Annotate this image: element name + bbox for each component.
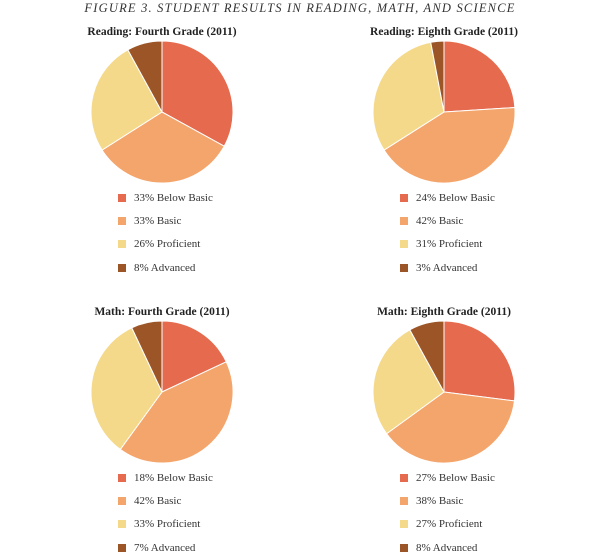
legend-label: 33% Below Basic — [134, 191, 213, 204]
legend-swatch — [400, 216, 408, 225]
pie-slice-below-basic — [443, 40, 516, 113]
legend: 33% Below Basic 33% Basic 26% Proficient… — [118, 186, 213, 279]
legend-item-basic: 42% Basic — [400, 209, 495, 232]
legend-swatch — [118, 193, 126, 202]
legend-label: 3% Advanced — [416, 261, 478, 274]
legend-item-basic: 42% Basic — [118, 489, 213, 512]
pie-slice-below-basic — [161, 40, 234, 147]
legend-swatch — [400, 520, 408, 529]
legend-item-basic: 38% Basic — [400, 489, 495, 512]
legend-label: 27% Proficient — [416, 518, 483, 531]
legend: 27% Below Basic 38% Basic 27% Proficient… — [400, 466, 495, 559]
legend-label: 24% Below Basic — [416, 191, 495, 204]
pie-slice-proficient — [372, 41, 445, 151]
legend-swatch — [118, 473, 126, 482]
legend-item-proficient: 31% Proficient — [400, 233, 495, 256]
legend-swatch — [118, 216, 126, 225]
pie-slice-proficient — [90, 49, 163, 151]
pie-slice-advanced — [127, 40, 163, 113]
legend-label: 26% Proficient — [134, 238, 201, 251]
pie-slice-proficient — [372, 329, 445, 435]
legend-label: 31% Proficient — [416, 238, 483, 251]
pie-slice-below-basic — [443, 320, 516, 402]
legend-label: 33% Proficient — [134, 518, 201, 531]
pie-slice-advanced — [131, 320, 163, 393]
pie-slice-advanced — [430, 40, 445, 113]
legend-item-advanced: 8% Advanced — [400, 536, 495, 559]
pie-slice-basic — [385, 391, 515, 464]
legend-item-proficient: 27% Proficient — [400, 513, 495, 536]
pie-chart — [90, 320, 234, 464]
pie-slice-advanced — [409, 320, 445, 393]
pie-slice-below-basic — [161, 320, 227, 393]
legend-swatch — [400, 473, 408, 482]
legend-item-below-basic: 18% Below Basic — [118, 466, 213, 489]
legend-item-below-basic: 33% Below Basic — [118, 186, 213, 209]
legend-item-advanced: 3% Advanced — [400, 256, 495, 279]
legend-label: 8% Advanced — [134, 261, 196, 274]
legend-label: 18% Below Basic — [134, 471, 213, 484]
legend-label: 38% Basic — [416, 494, 464, 507]
legend-swatch — [400, 263, 408, 272]
chart-title: Reading: Fourth Grade (2011) — [87, 26, 237, 38]
legend: 18% Below Basic 42% Basic 33% Proficient… — [118, 466, 213, 559]
legend-label: 27% Below Basic — [416, 471, 495, 484]
legend-item-proficient: 33% Proficient — [118, 513, 213, 536]
chart-title: Math: Eighth Grade (2011) — [377, 306, 511, 318]
legend-item-advanced: 8% Advanced — [118, 256, 213, 279]
legend-item-advanced: 7% Advanced — [118, 536, 213, 559]
legend-swatch — [118, 263, 126, 272]
pie-slice-basic — [119, 361, 234, 464]
pie-chart — [372, 40, 516, 184]
legend-item-proficient: 26% Proficient — [118, 233, 213, 256]
legend-swatch — [118, 543, 126, 552]
pie-slice-proficient — [90, 327, 163, 451]
legend: 24% Below Basic 42% Basic 31% Proficient… — [400, 186, 495, 279]
legend-swatch — [118, 240, 126, 249]
legend-label: 33% Basic — [134, 214, 182, 227]
legend-label: 7% Advanced — [134, 541, 196, 554]
pie-chart — [90, 40, 234, 184]
legend-label: 42% Basic — [134, 494, 182, 507]
legend-label: 8% Advanced — [416, 541, 478, 554]
legend-item-below-basic: 24% Below Basic — [400, 186, 495, 209]
pie-slice-basic — [383, 107, 516, 184]
legend-label: 42% Basic — [416, 214, 464, 227]
chart-title: Reading: Eighth Grade (2011) — [370, 26, 518, 38]
legend-swatch — [400, 193, 408, 202]
pie-slice-basic — [101, 111, 225, 184]
legend-swatch — [400, 543, 408, 552]
legend-item-below-basic: 27% Below Basic — [400, 466, 495, 489]
legend-swatch — [118, 520, 126, 529]
legend-swatch — [400, 496, 408, 505]
chart-title: Math: Fourth Grade (2011) — [94, 306, 230, 318]
legend-swatch — [400, 240, 408, 249]
pie-chart — [372, 320, 516, 464]
legend-item-basic: 33% Basic — [118, 209, 213, 232]
figure-title: FIGURE 3. STUDENT RESULTS IN READING, MA… — [84, 1, 516, 15]
legend-swatch — [118, 496, 126, 505]
